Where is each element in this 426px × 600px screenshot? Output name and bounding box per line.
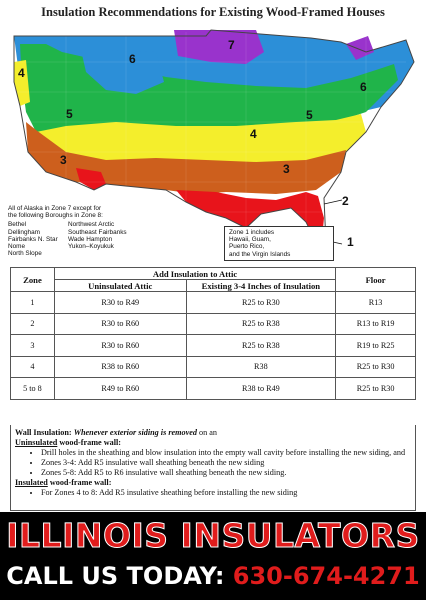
zone-label-2: 2 <box>342 194 349 208</box>
promo-banner: ILLINOIS INSULATORS CALL US TODAY: 630-6… <box>0 512 426 600</box>
cell-zone: 2 <box>10 312 55 335</box>
page-title: Insulation Recommendations for Existing … <box>41 5 385 19</box>
cell-uninsulated: R30 to R60 <box>53 334 187 357</box>
cell-floor: R13 <box>335 291 416 314</box>
uninsulated-bullets: Drill holes in the sheathing and blow in… <box>15 448 411 478</box>
climate-zone-map <box>13 29 415 246</box>
zone-label-1: 1 <box>347 235 354 249</box>
cell-uninsulated: R49 to R60 <box>53 377 187 400</box>
brand-name: ILLINOIS INSULATORS <box>6 516 420 556</box>
zone-label-5-east: 5 <box>306 108 313 122</box>
zone-3-region <box>26 122 346 194</box>
zone-label-3-west: 3 <box>60 153 67 167</box>
zone1-note-line: Puerto Rico, <box>229 243 265 251</box>
cell-floor: R25 to R30 <box>335 377 416 400</box>
insulated-tail: wood-frame wall: <box>47 478 112 487</box>
cell-zone: 4 <box>10 355 55 378</box>
header-zone: Zone <box>10 267 55 292</box>
wall-condition: Whenever exterior siding is removed <box>73 428 197 437</box>
cell-floor: R13 to R19 <box>335 312 416 335</box>
alaska-borough: Dellingham <box>8 228 40 236</box>
zone1-note-line: Zone 1 includes <box>229 229 275 236</box>
cell-zone: 3 <box>10 334 55 357</box>
zone-label-4-east: 4 <box>250 127 257 141</box>
zone1-note-line: Hawaii, Guam, <box>229 236 271 244</box>
zone-label-7: 7 <box>228 38 235 52</box>
table-row: 1 R30 to R49 R25 to R30 R13 <box>10 291 416 314</box>
uninsulated-heading: Uninsulated wood-frame wall: <box>15 438 411 448</box>
list-item: Zones 3-4: Add R5 insulative wall sheath… <box>41 458 411 468</box>
header-uninsulated: Uninsulated Attic <box>53 279 187 292</box>
alaska-borough: Nome <box>8 243 26 251</box>
zone-label-6-west: 6 <box>129 52 136 66</box>
table-row: 4 R38 to R60 R38 R25 to R30 <box>10 355 416 378</box>
table-row: 5 to 8 R49 to R60 R38 to R49 R25 to R30 <box>10 377 416 400</box>
phone-number[interactable]: 630-674-4271 <box>232 562 420 590</box>
zone-7-region <box>174 30 264 64</box>
cell-zone: 1 <box>10 291 55 314</box>
cell-existing: R25 to R38 <box>185 312 337 335</box>
zone-4-region <box>36 114 366 164</box>
alaska-borough: Wade Hampton <box>68 235 113 243</box>
table-row: 2 R30 to R60 R25 to R38 R13 to R19 <box>10 312 416 335</box>
list-item: Zones 5-8: Add R5 to R6 insulative wall … <box>41 468 411 478</box>
wall-insulation-section: Wall Insulation: Whenever exterior sidin… <box>10 425 416 511</box>
insulated-heading: Insulated wood-frame wall: <box>15 478 411 488</box>
insulation-table: Zone Add Insulation to Attic Floor Unins… <box>10 267 416 400</box>
uninsulated-word: Uninsulated <box>15 438 58 447</box>
wall-heading-line: Wall Insulation: Whenever exterior sidin… <box>15 428 411 438</box>
wall-condition-tail: on an <box>196 428 217 437</box>
uninsulated-tail: wood-frame wall: <box>57 438 121 447</box>
zone1-note: Zone 1 includes Hawaii, Guam, Puerto Ric… <box>224 226 334 261</box>
header-existing: Existing 3-4 Inches of Insulation <box>185 279 337 292</box>
zone-label-5-west: 5 <box>66 107 73 121</box>
alaska-borough: Yukon–Koyukuk <box>68 243 114 251</box>
cell-existing: R38 to R49 <box>185 377 337 400</box>
alaska-borough: Fairbanks N. Star <box>8 235 58 243</box>
insulated-word: Insulated <box>15 478 48 487</box>
alaska-note-intro: All of Alaska in Zone 7 except for the f… <box>8 205 103 220</box>
alaska-note: All of Alaska in Zone 7 except for the f… <box>8 205 152 257</box>
cell-uninsulated: R38 to R60 <box>53 355 187 378</box>
alaska-borough: Southeast Fairbanks <box>68 228 127 236</box>
header-floor: Floor <box>335 267 416 292</box>
wall-heading: Wall Insulation: <box>15 428 72 437</box>
insulated-bullets: For Zones 4 to 8: Add R5 insulative shea… <box>15 488 411 498</box>
zone1-note-line: and the Virgin Islands <box>229 250 291 258</box>
call-label: CALL US TODAY: <box>6 562 225 590</box>
zone-6-mountains <box>81 50 164 94</box>
cell-floor: R19 to R25 <box>335 334 416 357</box>
alaska-borough: Northwest Arctic <box>68 221 115 229</box>
cell-existing: R38 <box>185 355 337 378</box>
cell-existing: R25 to R30 <box>185 291 337 314</box>
table-row: 3 R30 to R60 R25 to R38 R19 to R25 <box>10 334 416 357</box>
list-item: For Zones 4 to 8: Add R5 insulative shea… <box>41 488 411 498</box>
zone-2-region <box>76 168 106 190</box>
alaska-borough: Bethel <box>8 221 27 229</box>
zone-label-6-east: 6 <box>360 80 367 94</box>
cell-existing: R25 to R38 <box>185 334 337 357</box>
call-to-action: CALL US TODAY: 630-674-4271 <box>0 558 426 594</box>
header-attic-group: Add Insulation to Attic <box>53 267 337 280</box>
list-item: Drill holes in the sheathing and blow in… <box>41 448 411 458</box>
zone-label-4-west: 4 <box>18 66 25 80</box>
zone-label-3-south: 3 <box>283 162 290 176</box>
cell-uninsulated: R30 to R60 <box>53 312 187 335</box>
cell-zone: 5 to 8 <box>10 377 55 400</box>
cell-uninsulated: R30 to R49 <box>53 291 187 314</box>
alaska-borough: North Slope <box>8 250 42 258</box>
cell-floor: R25 to R30 <box>335 355 416 378</box>
